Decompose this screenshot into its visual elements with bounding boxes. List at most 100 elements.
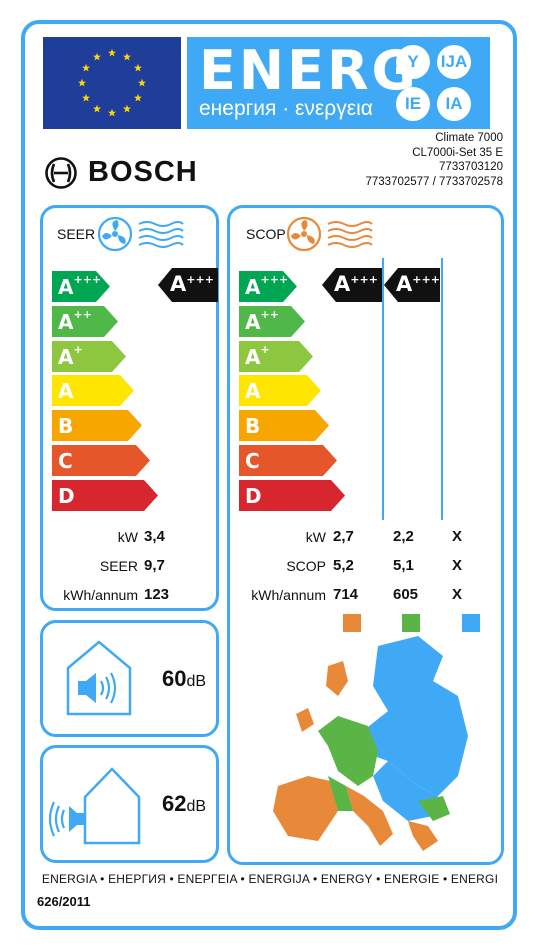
heating-class-arrow-0: A+++ bbox=[239, 271, 297, 302]
eu-star-icon bbox=[93, 52, 101, 61]
fan-heating-icon bbox=[286, 216, 373, 252]
heating-class-letter: A bbox=[245, 309, 261, 334]
heating-class-plus: + bbox=[260, 342, 270, 356]
seer-title: SEER bbox=[57, 226, 96, 242]
cooling-class-letter: B bbox=[58, 414, 74, 439]
model-line-1: Climate 7000 bbox=[435, 132, 503, 144]
heating-kw-value-3: X bbox=[452, 528, 463, 545]
indoor-noise-value: 60dB bbox=[162, 666, 206, 692]
heating-kw-label: kW bbox=[305, 529, 326, 545]
average-zone-square bbox=[402, 614, 420, 632]
seer-value: 9,7 bbox=[144, 557, 165, 574]
heating-rating-class-warmer: A bbox=[396, 272, 413, 296]
cooling-kwh-label: kWh/annum bbox=[63, 587, 138, 603]
cooling-class-letter: A bbox=[58, 309, 74, 334]
heating-class-plus: +++ bbox=[260, 273, 289, 287]
outdoor-noise-number: 62 bbox=[162, 791, 187, 816]
heating-class-plus: ++ bbox=[260, 308, 279, 322]
column-divider-2 bbox=[441, 258, 443, 520]
heating-class-letter: C bbox=[245, 449, 260, 473]
seer-label: SEER bbox=[99, 558, 138, 574]
eu-star-icon bbox=[78, 78, 86, 87]
heating-rating-class-average: A bbox=[334, 272, 351, 296]
eu-star-icon bbox=[133, 93, 142, 102]
cooling-rating-plus: +++ bbox=[186, 273, 214, 286]
scop-title: SCOP bbox=[246, 226, 286, 242]
cooling-class-letter: A bbox=[58, 275, 74, 299]
bosch-armature-icon bbox=[45, 157, 77, 189]
cooling-class-arrow-2: A+ bbox=[52, 340, 126, 372]
heating-panel bbox=[227, 205, 504, 865]
cooling-class-arrow-0: A+++ bbox=[52, 271, 110, 302]
heating-class-arrow-3: A bbox=[239, 375, 321, 407]
indoor-noise-icon bbox=[66, 640, 132, 716]
model-info: Climate 7000 CL7000i-Set 35 E 7733703120… bbox=[365, 131, 503, 189]
heating-class-letter: A bbox=[245, 344, 261, 369]
cooling-class-arrow-1: A++ bbox=[52, 305, 118, 337]
model-line-3: 7733703120 bbox=[439, 161, 503, 173]
heating-kwh-value-2: 605 bbox=[393, 586, 419, 603]
lang-badge-ija: IJA bbox=[437, 45, 471, 79]
scop-value-1: 5,2 bbox=[333, 557, 354, 574]
eu-star-icon bbox=[123, 52, 131, 61]
lang-badge-ia: IA bbox=[437, 87, 471, 121]
heating-class-letter: A bbox=[245, 275, 261, 299]
cooling-rating-marker: A+++ bbox=[158, 268, 218, 302]
colder-zone-square bbox=[462, 614, 480, 632]
heating-class-letter: B bbox=[245, 414, 261, 439]
brand-name: BOSCH bbox=[88, 156, 198, 188]
heating-rating-marker-warmer: A+++ bbox=[384, 268, 444, 302]
outdoor-noise-unit: dB bbox=[186, 798, 207, 815]
eu-star-icon bbox=[133, 63, 142, 72]
cooling-rating-class: A bbox=[170, 272, 187, 296]
scop-label: SCOP bbox=[286, 558, 326, 574]
eu-star-icon bbox=[82, 63, 91, 72]
cooling-class-plus: + bbox=[73, 342, 83, 356]
model-line-4: 7733702577 / 7733702578 bbox=[365, 175, 503, 188]
heating-class-arrow-6: D bbox=[239, 479, 345, 511]
heating-kwh-label: kWh/annum bbox=[251, 587, 326, 603]
cooling-class-arrow-5: C bbox=[52, 445, 150, 476]
energy-header: ENERG енергия · ενεργεια Y IJA IE IA bbox=[187, 37, 490, 129]
cooling-class-arrow-4: B bbox=[52, 410, 142, 442]
heating-class-letter: D bbox=[245, 483, 262, 508]
indoor-noise-unit: dB bbox=[186, 673, 207, 690]
label-frame bbox=[21, 20, 517, 930]
indoor-noise-number: 60 bbox=[162, 666, 187, 691]
heating-rating-plus-average: +++ bbox=[350, 273, 378, 286]
warmer-zone-square bbox=[343, 614, 361, 632]
energy-subtitle: енергия · ενεργεια bbox=[199, 97, 373, 120]
heating-kw-value-2: 2,2 bbox=[393, 528, 414, 545]
footer-languages: ENERGIA • ЕНЕРГИЯ • ΕΝΕΡΓΕΙΑ • ENERGIJA … bbox=[41, 872, 499, 886]
heating-class-letter: A bbox=[245, 379, 261, 404]
heating-rating-plus-warmer: +++ bbox=[412, 273, 440, 286]
scop-value-2: 5,1 bbox=[393, 557, 414, 574]
eu-star-icon bbox=[138, 78, 146, 87]
outdoor-noise-value: 62dB bbox=[162, 791, 206, 817]
brand: BOSCH bbox=[44, 156, 197, 190]
heating-rating-marker-average: A+++ bbox=[322, 268, 382, 302]
heating-class-arrow-5: C bbox=[239, 445, 337, 476]
heating-kwh-value-1: 714 bbox=[333, 586, 359, 603]
fan-cooling-icon bbox=[97, 216, 184, 252]
eu-star-icon bbox=[108, 108, 116, 117]
scop-value-3: X bbox=[452, 557, 463, 574]
cooling-class-letter: A bbox=[58, 379, 74, 404]
eu-flag-icon bbox=[43, 37, 181, 129]
cooling-class-plus: ++ bbox=[73, 308, 92, 322]
eu-star-icon bbox=[82, 93, 91, 102]
eu-star-icon bbox=[93, 104, 101, 113]
heating-kwh-value-3: X bbox=[452, 586, 463, 603]
cooling-class-plus: +++ bbox=[73, 273, 102, 287]
europe-climate-zones-map bbox=[273, 636, 468, 851]
lang-badge-ie: IE bbox=[396, 87, 430, 121]
cooling-class-letter: A bbox=[58, 344, 74, 369]
outdoor-noise-icon bbox=[48, 767, 141, 845]
cooling-panel bbox=[40, 205, 219, 611]
heating-class-arrow-1: A++ bbox=[239, 305, 305, 337]
cooling-kwh-value: 123 bbox=[144, 586, 170, 603]
lang-badge-y: Y bbox=[396, 45, 430, 79]
outdoor-noise-panel bbox=[40, 745, 219, 863]
cooling-class-arrow-6: D bbox=[52, 479, 158, 511]
heating-kw-value-1: 2,7 bbox=[333, 528, 354, 545]
